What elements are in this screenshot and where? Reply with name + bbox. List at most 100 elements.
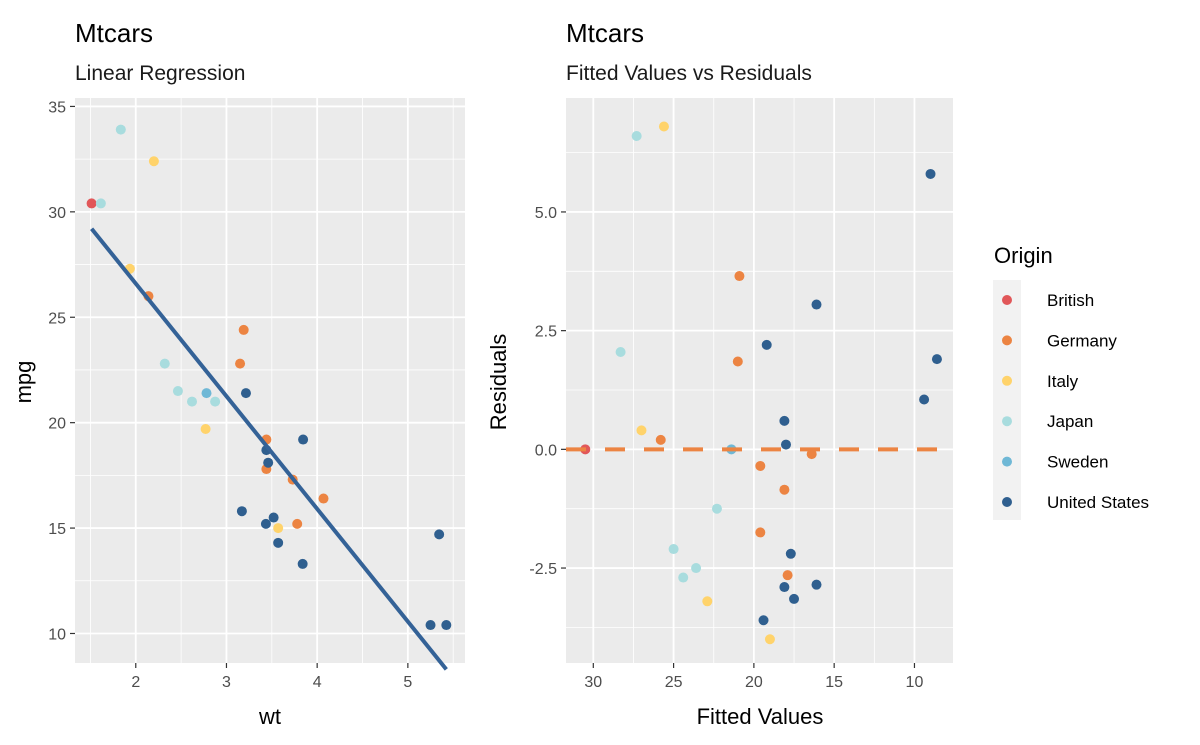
right-plot-panel: 30 25 20 15 10 -2.5 0.0 2.5 5.0 [529,98,953,691]
left-x-axis-title: wt [258,704,281,729]
right-point-japan [668,544,679,555]
right-y-tick-label: 5.0 [535,205,557,222]
right-x-tick-label: 20 [745,674,763,691]
left-point-united-states [263,457,274,468]
left-point-japan [172,386,183,397]
left-point-united-states [425,620,436,631]
right-point-japan [678,572,689,583]
legend-entries: British Germany Italy Japan Sweden United Sta… [993,280,1149,520]
legend-key-germany [1002,335,1012,346]
right-panel-background [566,98,953,663]
left-point-germany [235,358,246,369]
legend-label-sweden: Sweden [1047,453,1108,472]
right-point-united-states [811,299,822,310]
left-point-british [86,198,97,209]
right-point-italy [636,425,647,436]
right-x-tick-label: 25 [665,674,683,691]
right-point-japan [711,503,722,514]
right-point-italy [658,121,669,132]
left-point-united-states [240,388,251,399]
right-point-germany [655,434,666,445]
right-point-japan [631,130,642,141]
left-x-tick-label: 4 [313,674,322,691]
legend-key-british [1002,295,1012,305]
left-y-tick-label: 35 [48,99,66,116]
legend-title: Origin [994,243,1053,268]
left-point-united-states [298,434,309,445]
left-regression-line [90,227,448,671]
legend-label-japan: Japan [1047,412,1093,431]
left-point-united-states [434,529,445,540]
right-y-tick-label: 2.5 [535,324,557,341]
left-y-axis-title: mpg [11,361,36,404]
left-point-japan [95,198,106,209]
legend-key-united-states [1002,497,1012,507]
left-point-united-states [297,558,308,569]
legend-label-british: British [1047,291,1094,310]
legend-key-sweden [1002,456,1012,467]
right-point-united-states [919,394,930,405]
right-x-tick-label: 10 [906,674,924,691]
right-point-united-states [758,615,769,626]
right-x-tick-label: 15 [825,674,843,691]
left-x-tick-label: 5 [403,674,412,691]
left-point-japan [187,396,197,407]
right-point-germany [732,356,743,367]
left-point-germany [318,493,329,504]
left-point-germany [292,518,303,529]
left-panel-background [75,98,465,663]
left-x-tick-label: 3 [222,674,231,691]
legend: Origin British Germany Italy Japan Sweden Uni… [993,243,1149,520]
right-point-united-states [780,439,791,450]
right-chart-subtitle: Fitted Values vs Residuals [566,62,812,85]
right-point-germany [755,460,766,471]
right-x-axis-title: Fitted Values [697,704,824,729]
left-point-italy [200,423,211,434]
legend-label-germany: Germany [1047,331,1117,350]
right-y-tick-label: 0.0 [535,442,557,459]
legend-key-background [993,280,1021,520]
right-point-germany [782,570,793,581]
legend-label-united-states: United States [1047,493,1149,512]
left-point-sweden [201,388,212,399]
legend-key-italy [1002,375,1012,386]
right-point-united-states [811,579,822,590]
right-x-tick-label: 30 [584,674,602,691]
left-y-tick-label: 10 [48,626,66,643]
left-y-tick-label: 25 [48,310,66,327]
right-point-germany [734,271,745,282]
right-point-united-states [779,415,790,426]
legend-label-italy: Italy [1047,372,1079,391]
right-point-united-states [931,354,942,365]
right-chart-title: Mtcars [566,18,644,48]
left-point-japan [115,124,126,135]
left-chart-title: Mtcars [75,18,153,48]
right-point-japan [615,347,626,358]
left-plot-panel: 2 3 4 5 10 15 20 25 30 35 [48,98,465,691]
right-point-united-states [761,339,772,350]
right-y-tick-label: -2.5 [529,561,557,578]
right-point-germany [755,527,766,538]
left-point-italy [148,156,159,167]
right-point-germany [779,484,790,495]
right-point-italy [764,634,775,645]
right-point-united-states [785,548,796,559]
right-point-united-states [789,593,800,604]
left-y-tick-label: 30 [48,205,66,222]
left-y-tick-label: 20 [48,416,66,433]
left-point-japan [159,358,170,369]
left-point-japan [210,396,221,407]
left-x-tick-label: 2 [131,674,140,691]
left-point-germany [238,324,249,335]
left-point-united-states [260,518,271,529]
right-point-germany [806,449,817,460]
legend-key-japan [1002,416,1012,427]
left-point-united-states [273,537,284,548]
right-point-united-states [925,168,936,179]
right-y-axis-title: Residuals [486,334,511,431]
left-chart-subtitle: Linear Regression [75,62,245,85]
left-point-united-states [236,506,247,517]
left-y-tick-label: 15 [48,521,66,538]
left-point-united-states [268,512,279,523]
left-point-italy [273,523,284,534]
